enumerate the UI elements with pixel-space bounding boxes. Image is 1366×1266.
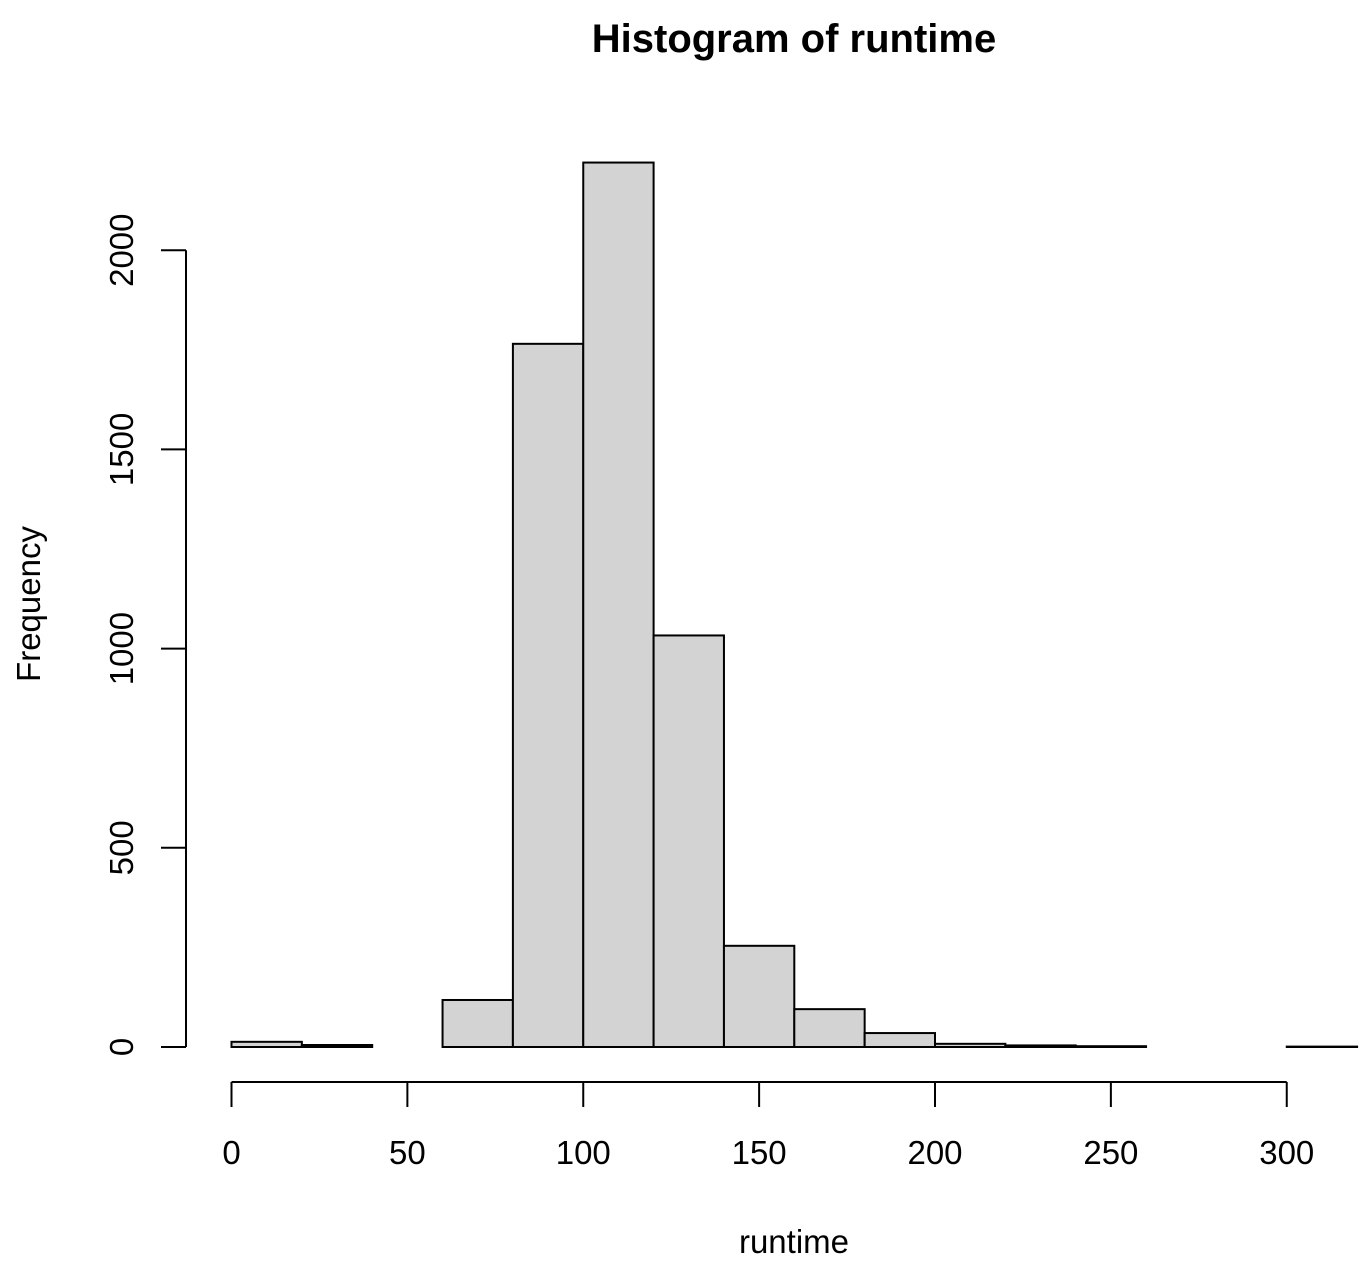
histogram-bar — [1004, 1044, 1077, 1048]
x-axis-label: runtime — [739, 1223, 849, 1260]
y-axis-label: Frequency — [10, 526, 47, 682]
histogram-bar — [582, 161, 655, 1048]
histogram-bar — [300, 1044, 374, 1049]
histogram-bar — [722, 944, 796, 1048]
y-axis: 0 500 1000 1500 2000 — [103, 213, 187, 1056]
histogram-bar — [511, 342, 585, 1049]
y-tick-label: 2000 — [103, 213, 140, 286]
histogram-bar — [863, 1032, 937, 1049]
y-tick-label: 0 — [103, 1038, 140, 1056]
y-tick-label: 1500 — [103, 413, 140, 486]
histogram-bar — [441, 998, 514, 1048]
x-tick-label: 200 — [907, 1134, 962, 1171]
x-tick-label: 150 — [732, 1134, 787, 1171]
y-tick-label: 500 — [103, 820, 140, 875]
histogram-bar — [793, 1008, 866, 1048]
x-tick-label: 300 — [1259, 1134, 1314, 1171]
histogram-bar — [652, 634, 725, 1049]
chart-title: Histogram of runtime — [592, 17, 996, 61]
x-tick-label: 50 — [389, 1134, 426, 1171]
y-tick-label: 1000 — [103, 612, 140, 685]
x-axis: 0 50 100 150 200 250 300 — [222, 1081, 1314, 1171]
bars-group — [230, 161, 1359, 1049]
x-tick-label: 0 — [222, 1134, 240, 1171]
x-tick-label: 250 — [1083, 1134, 1138, 1171]
histogram-bar — [934, 1042, 1007, 1048]
histogram-bar — [230, 1040, 303, 1049]
x-tick-label: 100 — [556, 1134, 611, 1171]
histogram-bar — [1074, 1045, 1148, 1049]
